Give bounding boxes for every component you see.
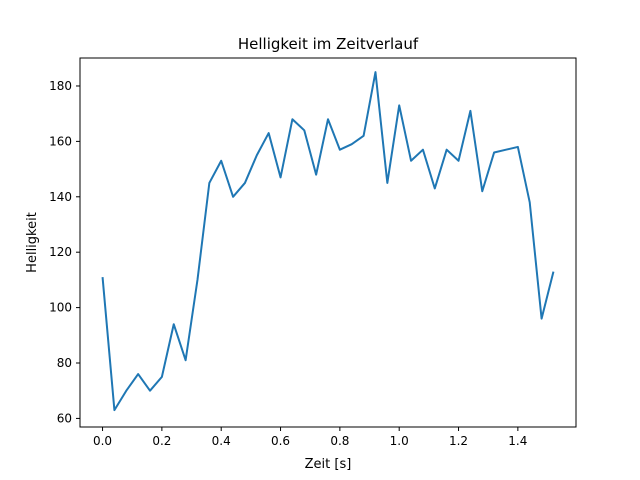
series-line	[101, 71, 555, 412]
y-tick-label: 160	[49, 134, 72, 148]
y-tick-label: 140	[49, 190, 72, 204]
x-tick-label: 0.2	[152, 434, 171, 448]
x-tick-label: 1.2	[449, 434, 468, 448]
y-tick-label: 60	[57, 411, 72, 425]
y-axis-ticks: 60 80 100 120 140 160 180	[49, 79, 80, 425]
x-axis-ticks: 0.0 0.2 0.4 0.6 0.8 1.0 1.2 1.4	[93, 427, 527, 448]
plot-area-frame	[79, 57, 577, 428]
y-tick-label: 180	[49, 79, 72, 93]
y-tick-label: 100	[49, 301, 72, 315]
x-tick-label: 1.0	[390, 434, 409, 448]
y-axis-label: Helligkeit	[25, 212, 40, 273]
x-tick-label: 0.8	[330, 434, 349, 448]
chart-title: Helligkeit im Zeitverlauf	[238, 35, 419, 53]
y-tick-label: 80	[57, 356, 72, 370]
x-tick-label: 0.6	[271, 434, 290, 448]
x-tick-label: 0.0	[93, 434, 112, 448]
x-axis-label: Zeit [s]	[305, 457, 352, 472]
x-tick-label: 0.4	[212, 434, 231, 448]
y-tick-label: 120	[49, 245, 72, 259]
x-tick-label: 1.4	[508, 434, 527, 448]
